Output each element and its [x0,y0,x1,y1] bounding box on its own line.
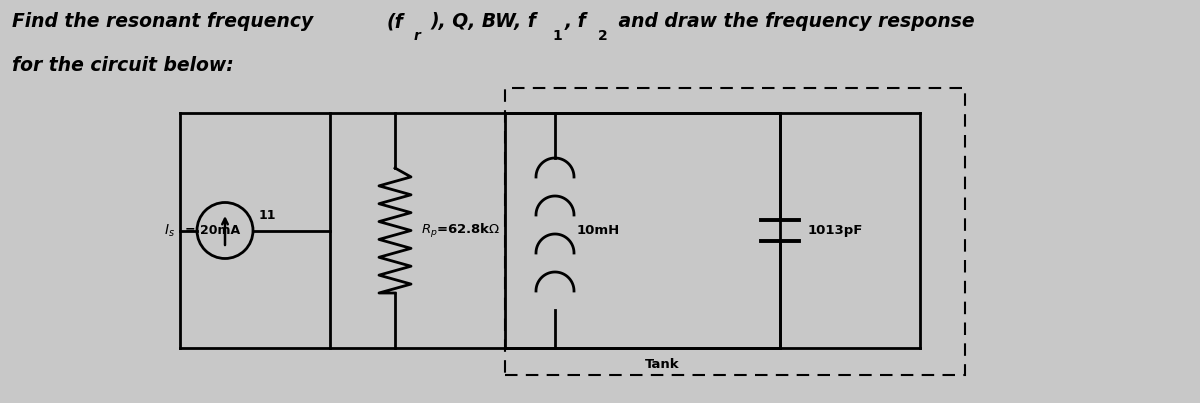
Text: and draw the frequency response: and draw the frequency response [612,12,974,31]
Text: for the circuit below:: for the circuit below: [12,56,234,75]
Text: Tank: Tank [646,358,680,371]
Text: Find the resonant frequency: Find the resonant frequency [12,12,319,31]
Text: 10mH: 10mH [577,224,620,237]
Text: (f: (f [386,12,403,31]
Text: 1: 1 [552,29,562,43]
Text: , f: , f [565,12,587,31]
Text: ), Q, BW, f: ), Q, BW, f [430,12,536,31]
Text: 1013pF: 1013pF [808,224,863,237]
Text: 11: 11 [259,210,276,222]
Text: 2: 2 [598,29,607,43]
Text: $I_s$: $I_s$ [164,222,175,239]
Text: = 20mA: = 20mA [185,224,240,237]
Text: r: r [414,29,421,43]
Text: $R_p$=62.8k$\Omega$: $R_p$=62.8k$\Omega$ [421,222,500,239]
